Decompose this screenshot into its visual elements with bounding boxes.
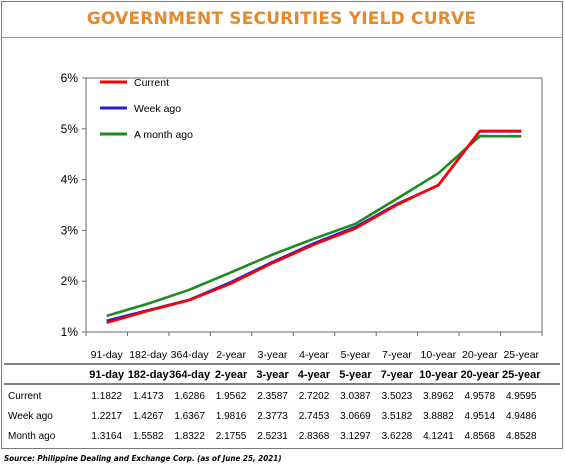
table-header-cell: 25-year [502, 369, 541, 381]
x-tick-label: 5-year [341, 349, 371, 361]
y-tick-label: 1% [61, 325, 79, 339]
table-header-cell: 4-year [298, 369, 331, 381]
table-cell: 1.6367 [174, 411, 205, 422]
y-tick-label: 3% [61, 223, 79, 237]
table-cell: 3.0387 [340, 391, 371, 402]
table-header-cell: 182-day [128, 369, 170, 381]
table-cell: 4.9514 [465, 411, 496, 422]
chart-title: GOVERNMENT SECURITIES YIELD CURVE [86, 9, 477, 29]
table-cell: 4.9486 [506, 411, 537, 422]
title-divider [2, 37, 562, 38]
table-cell: 4.9595 [506, 391, 537, 402]
x-tick-label: 20-year [462, 349, 498, 361]
table-cell: 3.6228 [382, 431, 413, 442]
table-cell: 1.9816 [216, 411, 247, 422]
table-header-cell: 91-day [89, 369, 125, 381]
table-header-cell: 10-year [419, 369, 458, 381]
table-cell: 3.5182 [382, 411, 413, 422]
table-row-label: Week ago [8, 411, 53, 422]
legend-label: Week ago [134, 103, 181, 115]
table-cell: 1.9562 [216, 391, 247, 402]
table-cell: 1.6286 [174, 391, 205, 402]
table-cell: 2.1755 [216, 431, 247, 442]
legend-label: A month ago [134, 129, 193, 141]
table-cell: 3.0669 [340, 411, 371, 422]
table-cell: 4.8568 [465, 431, 496, 442]
x-tick-label: 364-day [171, 349, 210, 361]
table-cell: 4.9578 [465, 391, 496, 402]
x-tick-label: 7-year [382, 349, 412, 361]
x-tick-label: 25-year [503, 349, 539, 361]
table-cell: 2.7202 [299, 391, 330, 402]
x-tick-label: 4-year [299, 349, 329, 361]
table-cell: 3.5023 [382, 391, 413, 402]
x-tick-label: 91-day [91, 349, 124, 361]
source-note: Source: Philippine Dealing and Exchange … [4, 454, 282, 463]
table-cell: 1.8322 [174, 431, 205, 442]
table-cell: 1.5582 [133, 431, 164, 442]
table-cell: 3.8882 [423, 411, 454, 422]
table-row-label: Current [8, 391, 42, 402]
table-cell: 2.7453 [299, 411, 330, 422]
table-header-cell: 364-day [169, 369, 211, 381]
table-cell: 4.1241 [423, 431, 454, 442]
legend-label: Current [134, 77, 169, 89]
x-tick-label: 3-year [258, 349, 288, 361]
table-header-cell: 7-year [381, 369, 414, 381]
table-cell: 3.8962 [423, 391, 454, 402]
x-tick-label: 182-day [129, 349, 168, 361]
series-line [106, 129, 522, 324]
table-header-cell: 20-year [461, 369, 500, 381]
y-tick-label: 2% [61, 274, 79, 288]
table-cell: 1.1822 [91, 391, 122, 402]
table-cell: 1.4267 [133, 411, 164, 422]
table-cell: 1.3164 [91, 431, 122, 442]
x-tick-label: 10-year [421, 349, 457, 361]
table-cell: 1.4173 [133, 391, 164, 402]
table-header-cell: 2-year [215, 369, 248, 381]
table-cell: 2.5231 [257, 431, 288, 442]
table-header-cell: 3-year [256, 369, 289, 381]
table-cell: 2.8368 [299, 431, 330, 442]
table-cell: 2.3587 [257, 391, 288, 402]
table-cell: 4.8528 [506, 431, 537, 442]
table-cell: 2.3773 [257, 411, 288, 422]
y-tick-label: 5% [61, 122, 79, 136]
y-tick-label: 6% [61, 71, 79, 85]
x-tick-label: 2-year [216, 349, 246, 361]
plot-area [85, 77, 543, 333]
table-cell: 3.1297 [340, 431, 371, 442]
table-header-cell: 5-year [339, 369, 372, 381]
y-tick-label: 4% [61, 173, 79, 187]
chart-frame [1, 1, 563, 449]
table-row-label: Month ago [8, 431, 56, 442]
table-cell: 1.2217 [91, 411, 122, 422]
series-line [106, 134, 522, 318]
